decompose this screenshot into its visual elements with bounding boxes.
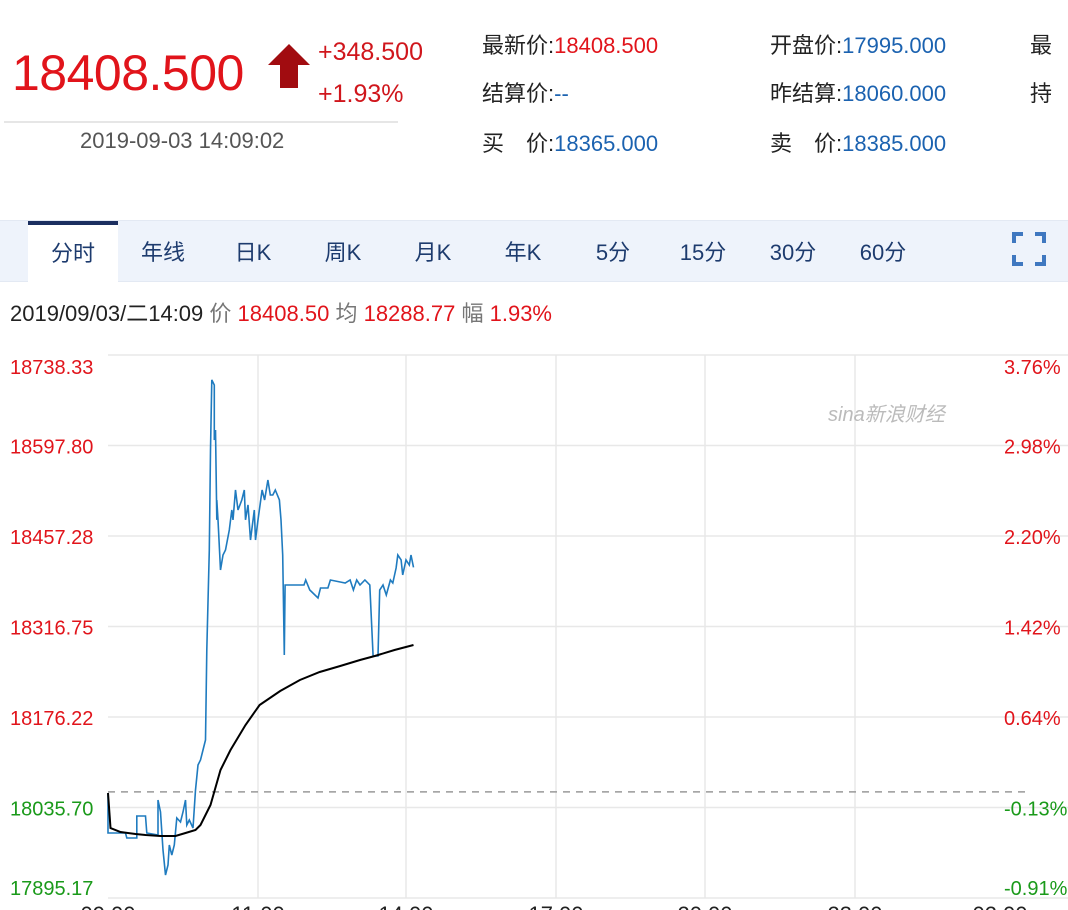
avg-label: 均 <box>335 301 358 326</box>
field-label: 最新价: <box>482 33 555 58</box>
x-tick-label: 23:00 <box>827 902 882 910</box>
tab-7[interactable]: 15分 <box>679 240 727 265</box>
quote-field: 结算价:-- <box>482 76 569 108</box>
tab-3[interactable]: 周K <box>324 240 362 265</box>
fullscreen-icon[interactable] <box>1012 232 1046 266</box>
price-line <box>107 379 415 876</box>
field-label: 开盘价: <box>770 33 843 58</box>
y-tick-label-right: -0.13% <box>1004 799 1068 821</box>
x-tick-label: 11:00 <box>231 902 284 910</box>
quote-field: 买 价:18365.000 <box>482 126 658 158</box>
arrow-up-icon <box>268 44 310 88</box>
chart-tabs: 分时 年线 日K 周K 月K 年K 5分 15分 30分 60分 <box>0 220 1068 282</box>
info-bar: 2019/09/03/二14:09 价 18408.50 均 18288.77 … <box>10 296 552 328</box>
tab-8[interactable]: 30分 <box>769 240 817 265</box>
y-tick-label-right: 2.98% <box>1004 437 1061 459</box>
field-label: 结算价: <box>482 81 555 106</box>
field-label: 买 价: <box>482 131 555 156</box>
y-tick-label: 18316.75 <box>10 618 93 640</box>
amp-label: 幅 <box>461 301 484 326</box>
info-datetime: 2019/09/03/二14:09 <box>10 301 204 326</box>
field-value: 18365.000 <box>554 131 659 156</box>
quote-field: 最新价:18408.500 <box>482 28 658 60</box>
y-tick-label: 18176.22 <box>10 708 93 730</box>
x-tick-label: 14:00 <box>378 902 433 910</box>
price-label: 价 <box>209 301 232 326</box>
field-value: -- <box>554 81 569 106</box>
x-tick-label: 02:00 <box>972 902 1027 910</box>
x-tick-label: 17:00 <box>528 902 583 910</box>
tab-5[interactable]: 年K <box>504 240 542 265</box>
y-tick-label: 18738.33 <box>10 357 93 379</box>
tab-4[interactable]: 月K <box>414 240 452 265</box>
y-tick-label: 17895.17 <box>10 878 93 900</box>
field-label: 持 <box>1030 81 1053 106</box>
tab-2[interactable]: 日K <box>234 240 272 265</box>
y-tick-label: 18035.70 <box>10 799 93 821</box>
x-tick-label: 20:00 <box>677 902 732 910</box>
info-amp: 1.93% <box>489 301 552 326</box>
field-label: 卖 价: <box>770 131 843 156</box>
tab-9[interactable]: 60分 <box>859 240 907 265</box>
y-tick-label-right: -0.91% <box>1004 878 1068 900</box>
field-value: 18385.000 <box>842 131 947 156</box>
y-tick-label: 18457.28 <box>10 527 93 549</box>
last-price: 18408.500 <box>12 45 244 101</box>
price-change: +348.500 <box>318 38 423 66</box>
field-value: 17995.000 <box>842 33 947 58</box>
x-tick-label: 09:00 <box>80 902 135 910</box>
field-label: 最 <box>1030 33 1053 58</box>
field-value: 18408.500 <box>554 33 659 58</box>
quote-field: 持 <box>1030 76 1052 108</box>
field-label: 昨结算: <box>770 81 843 106</box>
tab-6[interactable]: 5分 <box>595 240 631 265</box>
quote-field: 最 <box>1030 28 1052 60</box>
price-change-pct: +1.93% <box>318 80 404 108</box>
divider <box>4 121 398 123</box>
tab-0[interactable]: 分时 <box>28 221 118 282</box>
field-value: 18060.000 <box>842 81 947 106</box>
y-tick-label-right: 2.20% <box>1004 527 1061 549</box>
quote-timestamp: 2019-09-03 14:09:02 <box>80 128 285 153</box>
info-avg: 18288.77 <box>363 301 456 326</box>
quote-field: 开盘价:17995.000 <box>770 28 946 60</box>
quote-field: 昨结算:18060.000 <box>770 76 946 108</box>
sina-watermark: sina新浪财经 <box>828 404 945 426</box>
info-price: 18408.50 <box>237 301 330 326</box>
y-tick-label-right: 0.64% <box>1004 708 1061 730</box>
tab-1[interactable]: 年线 <box>140 240 185 265</box>
y-tick-label-right: 3.76% <box>1004 357 1061 379</box>
y-tick-label: 18597.80 <box>10 437 93 459</box>
y-tick-label-right: 1.42% <box>1004 618 1061 640</box>
average-line <box>107 644 414 837</box>
quote-field: 卖 价:18385.000 <box>770 126 946 158</box>
